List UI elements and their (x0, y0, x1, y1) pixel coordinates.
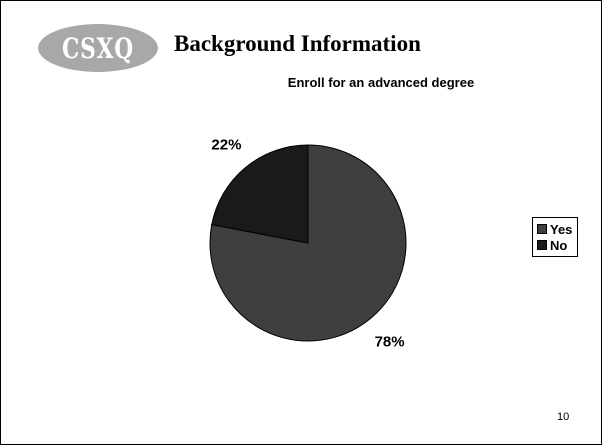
slide-title: Background Information (174, 31, 421, 56)
legend-item-yes: Yes (537, 221, 572, 237)
legend-label-yes: Yes (550, 221, 573, 237)
pie-chart: 78% 22% (209, 136, 407, 351)
legend-swatch-no (537, 240, 547, 250)
legend-label-no: No (550, 237, 568, 253)
chart-legend: Yes No (532, 217, 579, 257)
logo-text: CSXQ (62, 32, 134, 65)
page-number: 10 (557, 411, 570, 423)
legend-item-no: No (537, 237, 572, 253)
data-label-yes: 78% (375, 334, 405, 351)
csxq-logo: CSXQ (38, 24, 158, 72)
logo-oval (38, 24, 158, 72)
data-label-no: 22% (211, 136, 241, 153)
chart-title: Enroll for an advanced degree (287, 75, 475, 90)
pie-slice-no (211, 144, 309, 244)
legend-swatch-yes (537, 224, 547, 234)
